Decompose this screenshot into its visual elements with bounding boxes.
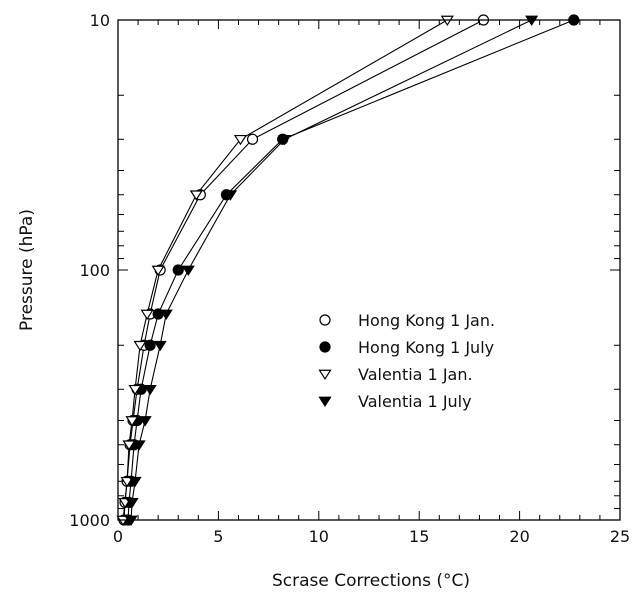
x-axis-title: Scrase Corrections (°C)	[272, 571, 470, 591]
data-point	[159, 309, 173, 321]
legend-label: Hong Kong 1 Jan.	[358, 311, 495, 330]
legend-label: Hong Kong 1 July	[358, 338, 494, 357]
data-point	[133, 340, 147, 352]
y-axis-title: Pressure (hPa)	[17, 209, 37, 331]
y-tick-label: 10	[90, 11, 110, 30]
data-point	[143, 384, 157, 396]
axes: 0 5 10 15 20 25 10 100 1000	[69, 11, 630, 546]
data-point	[153, 340, 167, 352]
x-tick-label: 0	[113, 527, 123, 546]
legend: Hong Kong 1 Jan. Hong Kong 1 July Valentia…	[318, 311, 495, 411]
y-tick-label: 100	[79, 261, 110, 280]
data-point	[120, 476, 134, 488]
plot-area	[116, 14, 580, 527]
data-point	[189, 190, 203, 201]
data-point	[140, 309, 154, 321]
data-point	[125, 416, 139, 427]
legend-label: Valentia 1 July	[358, 392, 472, 411]
x-tick-label: 5	[213, 527, 223, 546]
x-tick-label: 20	[509, 527, 529, 546]
data-point	[246, 133, 259, 145]
x-tick-label: 15	[409, 527, 429, 546]
legend-marker	[318, 369, 332, 381]
data-point	[172, 264, 184, 276]
legend-label: Valentia 1 Jan.	[358, 365, 473, 384]
data-point	[128, 384, 142, 396]
plot-frame	[117, 19, 621, 521]
data-point	[223, 190, 238, 201]
series-2	[116, 15, 454, 527]
data-point	[233, 134, 248, 146]
legend-marker	[319, 341, 331, 353]
data-point	[132, 440, 146, 451]
x-tick-label: 10	[309, 527, 329, 546]
y-tick-label: 1000	[69, 511, 110, 530]
data-point	[138, 416, 152, 427]
series-line	[127, 19, 575, 521]
series-line	[122, 19, 448, 521]
series-3	[124, 15, 539, 527]
data-point	[151, 265, 165, 277]
data-point	[181, 265, 195, 277]
data-point	[125, 498, 139, 509]
x-tick-label: 25	[610, 527, 630, 546]
legend-marker	[319, 314, 331, 326]
data-point	[278, 134, 292, 146]
data-point	[144, 339, 156, 351]
data-point	[122, 440, 136, 451]
legend-marker	[318, 396, 332, 408]
data-point	[128, 476, 142, 488]
